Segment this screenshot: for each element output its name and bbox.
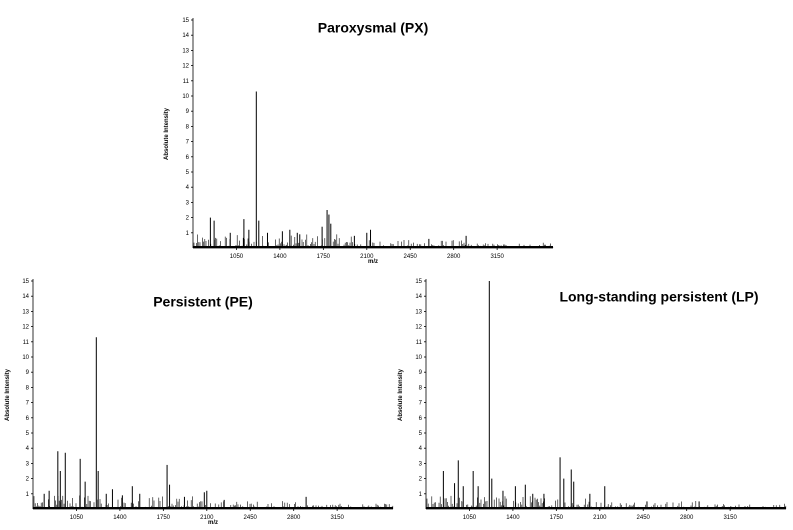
x-tick-label: 2800 (447, 254, 461, 260)
baseline-noise (33, 495, 394, 509)
y-tick-label: 2 (186, 216, 190, 222)
y-tick-label: 1 (26, 492, 30, 498)
y-tick-label: 5 (26, 431, 30, 437)
y-tick-label: 1 (419, 492, 423, 498)
y-tick-label: 12 (182, 64, 189, 70)
x-tick-label: 1750 (550, 515, 564, 521)
y-tick-label: 14 (22, 294, 29, 300)
y-tick-label: 7 (26, 401, 30, 407)
x-tick-label: 2450 (244, 515, 258, 521)
y-tick-label: 3 (419, 461, 423, 467)
x-tick-label: 3150 (330, 515, 344, 521)
y-tick-label: 11 (183, 79, 190, 85)
x-tick-label: 1050 (70, 515, 84, 521)
x-tick-label: 3150 (490, 254, 504, 260)
spectrum-panel-2: Persistent (PE)123456789101112131415Abso… (5, 279, 394, 526)
y-tick-label: 13 (182, 48, 189, 54)
x-tick-label: 1400 (273, 254, 287, 260)
y-tick-label: 9 (26, 370, 30, 376)
y-tick-label: 15 (415, 279, 422, 285)
y-tick-label: 12 (22, 325, 29, 331)
y-tick-label: 3 (186, 200, 190, 206)
x-tick-label: 2800 (680, 515, 694, 521)
x-tick-label: 1750 (317, 254, 331, 260)
y-tick-label: 15 (182, 18, 189, 24)
x-tick-label: 2450 (404, 254, 418, 260)
y-tick-label: 4 (419, 446, 423, 452)
y-axis-label: Absolute Intensity (5, 368, 11, 421)
y-tick-label: 7 (186, 140, 190, 146)
y-tick-label: 8 (186, 124, 190, 130)
x-tick-label: 2800 (287, 515, 301, 521)
x-tick-label: 1050 (230, 254, 244, 260)
y-tick-label: 2 (26, 477, 30, 483)
y-tick-label: 4 (186, 185, 190, 191)
x-tick-label: 2450 (637, 515, 651, 521)
y-tick-label: 1 (186, 231, 190, 237)
x-tick-label: 1050 (463, 515, 477, 521)
x-axis-label: m/z (368, 259, 378, 265)
y-tick-label: 11 (23, 340, 30, 346)
x-tick-label: 2100 (200, 515, 214, 521)
y-tick-label: 4 (26, 446, 30, 452)
x-tick-label: 1750 (157, 515, 171, 521)
y-tick-label: 13 (22, 309, 29, 315)
y-tick-label: 2 (419, 477, 423, 483)
x-tick-label: 3150 (723, 515, 737, 521)
baseline-noise (426, 495, 787, 509)
y-tick-label: 14 (415, 294, 422, 300)
y-axis-label: Absolute Intensity (164, 107, 170, 160)
y-tick-label: 10 (22, 355, 29, 361)
baseline-noise (193, 234, 554, 248)
chart-title: Persistent (PE) (153, 293, 253, 309)
y-tick-label: 7 (419, 401, 423, 407)
x-tick-label: 1400 (113, 515, 127, 521)
spectrum-panel-3: Long-standing persistent (LP)12345678910… (398, 279, 787, 521)
y-tick-label: 10 (182, 94, 189, 100)
y-tick-label: 8 (419, 385, 423, 391)
y-tick-label: 5 (419, 431, 423, 437)
x-axis-label: m/z (208, 520, 218, 526)
y-tick-label: 6 (419, 416, 423, 422)
y-tick-label: 6 (186, 155, 190, 161)
y-tick-label: 15 (22, 279, 29, 285)
x-tick-label: 2100 (593, 515, 607, 521)
y-tick-label: 9 (419, 370, 423, 376)
y-tick-label: 6 (26, 416, 30, 422)
y-tick-label: 14 (182, 33, 189, 39)
y-axis-label: Absolute Intensity (398, 368, 404, 421)
x-tick-label: 2100 (360, 254, 374, 260)
chart-title: Long-standing persistent (LP) (559, 288, 758, 304)
y-tick-label: 13 (415, 309, 422, 315)
y-tick-label: 11 (416, 340, 423, 346)
y-tick-label: 12 (415, 325, 422, 331)
y-tick-label: 9 (186, 109, 190, 115)
y-tick-label: 10 (415, 355, 422, 361)
chart-title: Paroxysmal (PX) (318, 19, 429, 35)
y-tick-label: 3 (26, 461, 30, 467)
x-tick-label: 1400 (506, 515, 520, 521)
y-tick-label: 5 (186, 170, 190, 176)
y-tick-label: 8 (26, 385, 30, 391)
spectrum-panel-1: Paroxysmal (PX)123456789101112131415Abso… (164, 18, 554, 265)
